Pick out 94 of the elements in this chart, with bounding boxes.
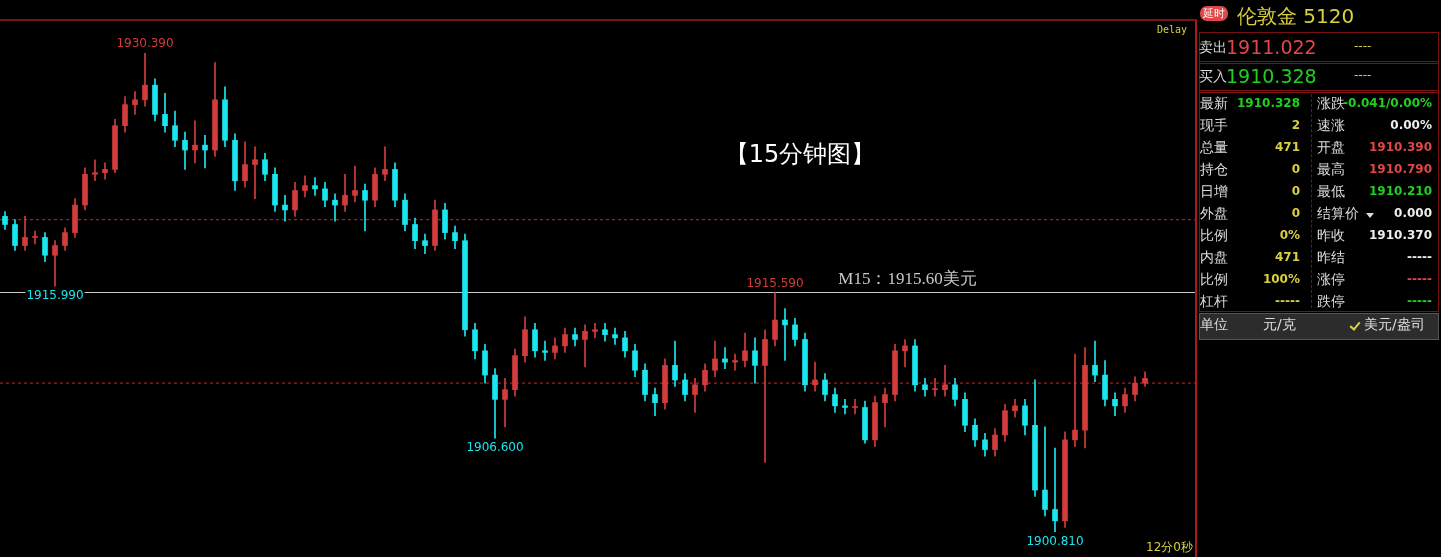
candlestick [32,230,38,245]
candlestick [52,240,58,287]
text: 结算价 [1317,205,1359,223]
text: 【15分钟图】 [724,140,876,169]
text: 内盘 [1200,249,1228,267]
candlestick [192,120,198,164]
candlestick [882,387,888,428]
ref-line-label: M15：1915.60美元 [838,269,977,289]
text: ----- [1407,294,1432,308]
text: 最新 [1200,95,1228,113]
candlestick [362,183,368,232]
text: 持仓 [1200,161,1228,179]
candlestick [502,378,508,428]
text: 涨停 [1317,271,1345,289]
text: 卖出 [1199,39,1227,57]
text: -0.041/0.00% [1343,96,1432,110]
candlestick [612,327,618,345]
text: 2 [1291,118,1300,132]
text: 杠杆 [1200,293,1228,311]
candlestick [732,353,738,371]
text: 昨结 [1317,249,1345,267]
text: 跌停 [1317,293,1345,311]
candlestick [592,322,598,339]
text: 总量 [1200,139,1228,157]
candlestick [382,146,388,182]
text: 涨跌 [1317,95,1345,113]
candlestick [1052,447,1058,532]
candlestick [1042,426,1048,517]
candlestick [582,324,588,368]
candlestick [942,365,948,397]
text: 比例 [1200,271,1228,289]
candlestick [202,135,208,169]
text: 日增 [1200,183,1228,201]
text: 伦敦金 5120 [1237,3,1355,30]
text: 1910.328 [1236,96,1300,110]
candlestick [812,361,818,392]
text: 买入 [1199,68,1227,86]
text: 471 [1274,140,1300,154]
text: 1910.370 [1368,228,1432,242]
candlestick [852,399,858,415]
text: ----- [1275,294,1300,308]
annotation: 1906.600 [466,440,524,455]
candlestick [1092,340,1098,382]
candlestick [902,339,908,368]
text: 0% [1279,228,1300,242]
text: 元/克 [1263,316,1296,334]
text: 现手 [1200,117,1228,135]
text: 1910.390 [1368,140,1432,154]
text: 外盘 [1200,205,1228,223]
text: 0.000 [1394,206,1432,220]
candlestick [332,193,338,222]
text: 1911.022 [1226,36,1317,58]
text: 0 [1291,206,1300,220]
candlestick [282,195,288,222]
text: 开盘 [1317,139,1345,157]
candlestick [132,91,138,115]
annotation: 1915.990 [26,288,84,303]
candlestick [312,177,318,196]
candlestick [542,340,548,361]
text: 12分0秒 [1146,540,1193,555]
text: ----- [1407,272,1432,286]
candlestick [252,146,258,199]
text: 100% [1262,272,1300,286]
candlestick [762,329,768,463]
text: ---- [1354,68,1372,82]
text: 速涨 [1317,117,1345,135]
candlestick [22,216,28,251]
candlestick [782,308,788,361]
text: 最低 [1317,183,1345,201]
text: Delay [1156,23,1187,35]
candlestick [92,159,98,182]
text: 0 [1291,184,1300,198]
candlestick [1072,353,1078,447]
candlestick [1012,399,1018,418]
text: 延时 [1200,6,1228,21]
text: 比例 [1200,227,1228,245]
text: 美元/盎司 [1364,316,1425,334]
annotation: 1930.390 [116,36,174,51]
annotation: 1915.590 [746,275,804,290]
text: 1910.328 [1226,65,1317,87]
text: 0 [1291,162,1300,176]
text: 1910.210 [1368,184,1432,198]
text: 最高 [1317,161,1345,179]
candlestick [352,165,358,203]
candlestick [932,378,938,397]
text: 昨收 [1317,227,1345,245]
candlestick [842,399,848,415]
text: 0.00% [1390,118,1432,132]
text: 1910.790 [1368,162,1432,176]
annotation: 1900.810 [1026,534,1084,549]
text: 471 [1274,250,1300,264]
text: ----- [1407,250,1432,264]
text: 单位 [1200,316,1228,334]
text: ---- [1354,39,1372,53]
